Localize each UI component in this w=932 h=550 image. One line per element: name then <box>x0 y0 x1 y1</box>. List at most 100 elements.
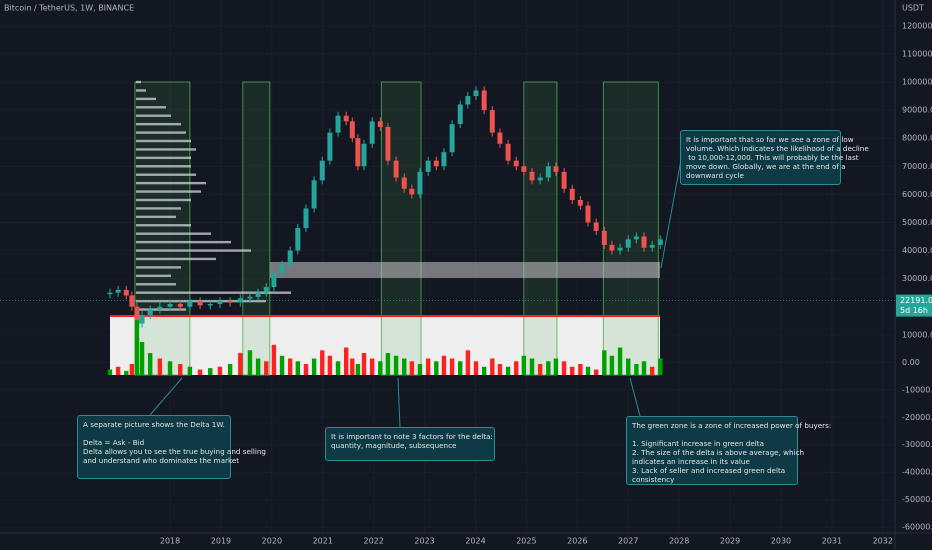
annotation-line: downward cycle <box>686 171 744 180</box>
profile-bar <box>136 181 206 185</box>
annotation-line: Delta = Ask - Bid <box>83 438 145 447</box>
connector <box>660 159 682 269</box>
green-zone <box>602 81 659 317</box>
profile-bar <box>136 156 191 160</box>
delta-bar <box>497 364 503 375</box>
candle <box>569 188 575 200</box>
delta-bar <box>271 344 277 375</box>
delta-bar <box>107 369 113 375</box>
y2-tick-label: -10000.00 <box>902 385 932 394</box>
candle <box>457 104 463 125</box>
green-zone <box>523 81 558 317</box>
annotation-line: Delta allows you to see the true buying … <box>83 447 266 456</box>
annotation-line: quantity, magnitude, subsequence <box>331 441 457 450</box>
y-tick-label: 80000.00 <box>902 134 932 143</box>
profile-bar <box>136 224 191 227</box>
annotation-line: 1. Significant increase in green delta <box>632 439 765 448</box>
delta-bar <box>593 369 599 375</box>
delta-bar <box>490 358 495 375</box>
annotation-line: It is important that so far we see a zon… <box>686 135 854 144</box>
candle <box>217 301 223 304</box>
profile-bar <box>136 80 141 84</box>
profile-bar <box>136 274 171 278</box>
candle <box>355 138 361 167</box>
delta-bar <box>350 358 355 375</box>
delta-bar <box>303 364 309 375</box>
candle <box>529 171 535 181</box>
y-tick-label: 120000.00 <box>902 21 932 30</box>
x-tick-label: 2024 <box>465 537 485 546</box>
delta-bar <box>355 364 361 375</box>
candle <box>617 247 623 251</box>
delta-bar <box>634 364 639 375</box>
delta-bar <box>343 347 349 375</box>
annotation: It is important to note 3 factors for th… <box>325 427 495 461</box>
candle <box>521 166 527 172</box>
delta-bar <box>409 361 415 375</box>
delta-bar <box>393 355 399 375</box>
delta-bar <box>311 358 317 375</box>
candle <box>311 180 317 209</box>
candle <box>497 132 503 144</box>
delta-bar <box>553 358 559 375</box>
x-tick-label: 2029 <box>720 537 740 546</box>
profile-bar <box>136 97 156 101</box>
delta-bar <box>417 364 423 375</box>
candle <box>553 166 559 172</box>
delta-bar <box>139 342 145 375</box>
candle <box>657 239 663 245</box>
delta-bar <box>361 353 367 375</box>
x-tick-label: 2031 <box>822 537 842 546</box>
profile-bar <box>136 283 176 286</box>
profile-bar <box>136 89 146 92</box>
delta-bar <box>157 358 163 375</box>
candle <box>327 132 333 161</box>
candle <box>147 309 153 316</box>
candle <box>319 160 325 181</box>
profile-bar <box>136 114 171 117</box>
connector <box>629 377 641 417</box>
profile-bar <box>136 249 251 252</box>
annotation-line: indicates an increase in its value <box>632 457 750 466</box>
candle <box>247 296 253 299</box>
annotation: A separate picture shows the Delta 1W. De… <box>77 415 266 479</box>
annotation-line: volume. Which indicates the likelihood o… <box>686 144 869 153</box>
candle <box>255 292 261 297</box>
y-tick-label: 30000.00 <box>902 274 932 283</box>
delta-bar <box>167 361 173 375</box>
candle <box>271 273 277 288</box>
profile-bar <box>136 207 181 210</box>
profile-bar <box>136 139 191 143</box>
candle <box>505 143 511 161</box>
annotation-line: and understand who dominates the market <box>83 456 240 465</box>
candle <box>393 160 399 178</box>
candle <box>187 301 193 307</box>
candle <box>433 160 439 167</box>
candle <box>303 208 309 229</box>
profile-bar <box>136 215 176 219</box>
x-tick-label: 2019 <box>211 537 231 546</box>
y2-tick-label: -30000.00 <box>902 440 932 449</box>
delta-bar <box>378 361 383 375</box>
annotation: The green zone is a zone of increased po… <box>626 416 831 485</box>
delta-bar <box>626 358 631 375</box>
delta-bar <box>481 366 487 375</box>
connector <box>397 377 401 428</box>
delta-bar <box>327 355 333 375</box>
annotation: It is important that so far we see a zon… <box>680 130 869 185</box>
delta-panel <box>110 316 660 375</box>
x-tick-label: 2025 <box>516 537 536 546</box>
y2-tick-label: -50000.00 <box>902 495 932 504</box>
candle <box>139 315 145 324</box>
delta-bar <box>217 366 223 375</box>
delta-bar <box>208 368 213 375</box>
profile-bar <box>136 131 186 134</box>
axes: 2018 2019 2020 2021 2022 2023 2024 2025 2026 2027… <box>0 21 932 546</box>
y-tick-label: 110000.00 <box>902 49 932 58</box>
x-tick-label: 2021 <box>313 537 333 546</box>
candle <box>263 287 269 293</box>
profile-bar <box>136 266 181 269</box>
candle <box>593 222 599 231</box>
candle <box>625 239 631 248</box>
